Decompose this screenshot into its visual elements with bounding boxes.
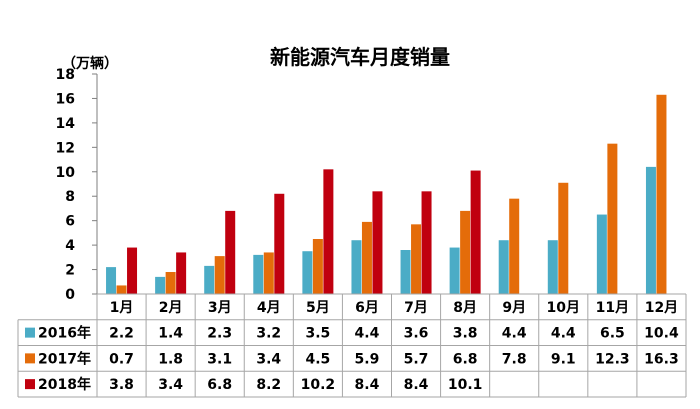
data-label-1-4: 3.2	[256, 326, 281, 342]
bar-2-2	[165, 272, 176, 294]
bar-3-1	[127, 247, 138, 294]
legend-label-1: 2016年	[38, 325, 91, 342]
x-tick-label: 11月	[596, 300, 629, 316]
data-label-2-3: 3.1	[207, 351, 232, 367]
data-label-2-10: 9.1	[551, 351, 576, 367]
bar-3-6	[372, 191, 383, 294]
data-label-1-8: 3.8	[453, 326, 478, 342]
y-tick-label: 4	[65, 238, 75, 254]
bar-2-6	[361, 221, 372, 294]
data-label-2-5: 4.5	[305, 351, 330, 367]
data-label-2-4: 3.4	[256, 351, 281, 367]
y-tick-label: 18	[56, 67, 75, 83]
bar-1-2	[155, 276, 166, 294]
y-tick-label: 12	[56, 140, 75, 156]
data-label-1-9: 4.4	[502, 326, 527, 342]
bar-3-4	[274, 193, 285, 294]
bar-1-6	[351, 240, 362, 294]
bar-1-10	[547, 240, 558, 294]
y-tick-label: 8	[65, 189, 75, 205]
data-label-1-1: 2.2	[109, 326, 134, 342]
bar-1-9	[498, 240, 509, 294]
data-label-2-9: 7.8	[502, 351, 527, 367]
data-label-1-10: 4.4	[551, 326, 576, 342]
data-label-2-11: 12.3	[595, 351, 630, 367]
bar-2-8	[460, 210, 471, 294]
data-table: 1月 2月 3月 4月 5月 6月 7月 8月 9月 10月 11月 12月 2016年 2.2 1.4 2.…	[17, 293, 687, 398]
bar-1-1	[106, 267, 117, 294]
data-label-1-3: 2.3	[207, 326, 232, 342]
data-label-1-2: 1.4	[158, 326, 183, 342]
x-tick-label: 3月	[208, 300, 232, 316]
data-label-2-12: 16.3	[644, 351, 679, 367]
y-tick-label: 6	[65, 214, 75, 230]
bar-2-5	[312, 239, 323, 294]
bar-3-7	[421, 191, 432, 294]
y-tick-label: 16	[56, 91, 75, 107]
data-label-2-1: 0.7	[109, 351, 134, 367]
data-label-1-6: 4.4	[355, 326, 380, 342]
data-label-2-8: 6.8	[453, 351, 478, 367]
bar-2-4	[263, 252, 274, 294]
x-tick-label: 8月	[453, 300, 477, 316]
bar-1-5	[302, 251, 313, 294]
bar-2-3	[214, 256, 225, 294]
bar-1-12	[645, 166, 656, 294]
bar-2-9	[509, 198, 520, 294]
data-label-3-2: 3.4	[158, 377, 183, 393]
data-label-3-1: 3.8	[109, 377, 134, 393]
y-tick-label: 0	[65, 287, 75, 303]
data-label-1-5: 3.5	[305, 326, 330, 342]
legend-key-2	[25, 353, 35, 364]
bar-1-7	[400, 250, 411, 294]
y-axis-unit-label: （万辆）	[62, 55, 118, 72]
y-tick-label: 10	[56, 165, 76, 181]
x-tick-label: 12月	[645, 300, 678, 316]
y-axis: 0 2 4 6 8 10 12 14 16 18	[56, 67, 98, 303]
bar-1-4	[253, 254, 264, 294]
legend-key-1	[25, 327, 35, 338]
data-label-2-6: 5.9	[355, 351, 380, 367]
data-label-1-11: 6.5	[600, 326, 625, 342]
bar-3-8	[470, 170, 481, 294]
data-label-3-4: 8.2	[256, 377, 281, 393]
data-label-3-5: 10.2	[301, 377, 336, 393]
data-label-1-7: 3.6	[404, 326, 429, 342]
data-label-2-7: 5.7	[404, 351, 429, 367]
data-label-3-8: 10.1	[448, 377, 483, 393]
bar-3-3	[225, 210, 236, 294]
x-tick-label: 6月	[355, 300, 379, 316]
bars	[106, 94, 667, 295]
data-label-3-7: 8.4	[404, 377, 429, 393]
bar-2-10	[558, 182, 569, 294]
x-tick-label: 7月	[404, 300, 428, 316]
data-label-1-12: 10.4	[644, 326, 679, 342]
x-tick-label: 2月	[159, 300, 183, 316]
x-tick-label: 4月	[257, 300, 281, 316]
bar-1-8	[449, 247, 460, 294]
legend-key-3	[25, 379, 35, 390]
x-tick-label: 9月	[502, 300, 526, 316]
data-label-2-2: 1.8	[158, 351, 183, 367]
legend-label-2: 2017年	[38, 350, 91, 367]
y-tick-label: 2	[65, 263, 75, 279]
x-tick-label: 1月	[110, 300, 134, 316]
bar-2-12	[656, 94, 667, 295]
bar-2-7	[411, 224, 422, 294]
bar-3-2	[176, 252, 187, 294]
bar-2-1	[116, 285, 127, 294]
y-tick-label: 14	[56, 116, 76, 132]
chart-title: 新能源汽车月度销量	[270, 45, 450, 69]
bar-1-11	[596, 214, 607, 294]
legend-label-3: 2018年	[38, 376, 91, 393]
bar-2-11	[607, 143, 618, 294]
bar-3-5	[323, 169, 334, 294]
data-label-3-6: 8.4	[355, 377, 380, 393]
x-tick-label: 10月	[547, 300, 580, 316]
data-label-3-3: 6.8	[207, 377, 232, 393]
bar-1-3	[204, 265, 215, 294]
x-tick-label: 5月	[306, 300, 330, 316]
